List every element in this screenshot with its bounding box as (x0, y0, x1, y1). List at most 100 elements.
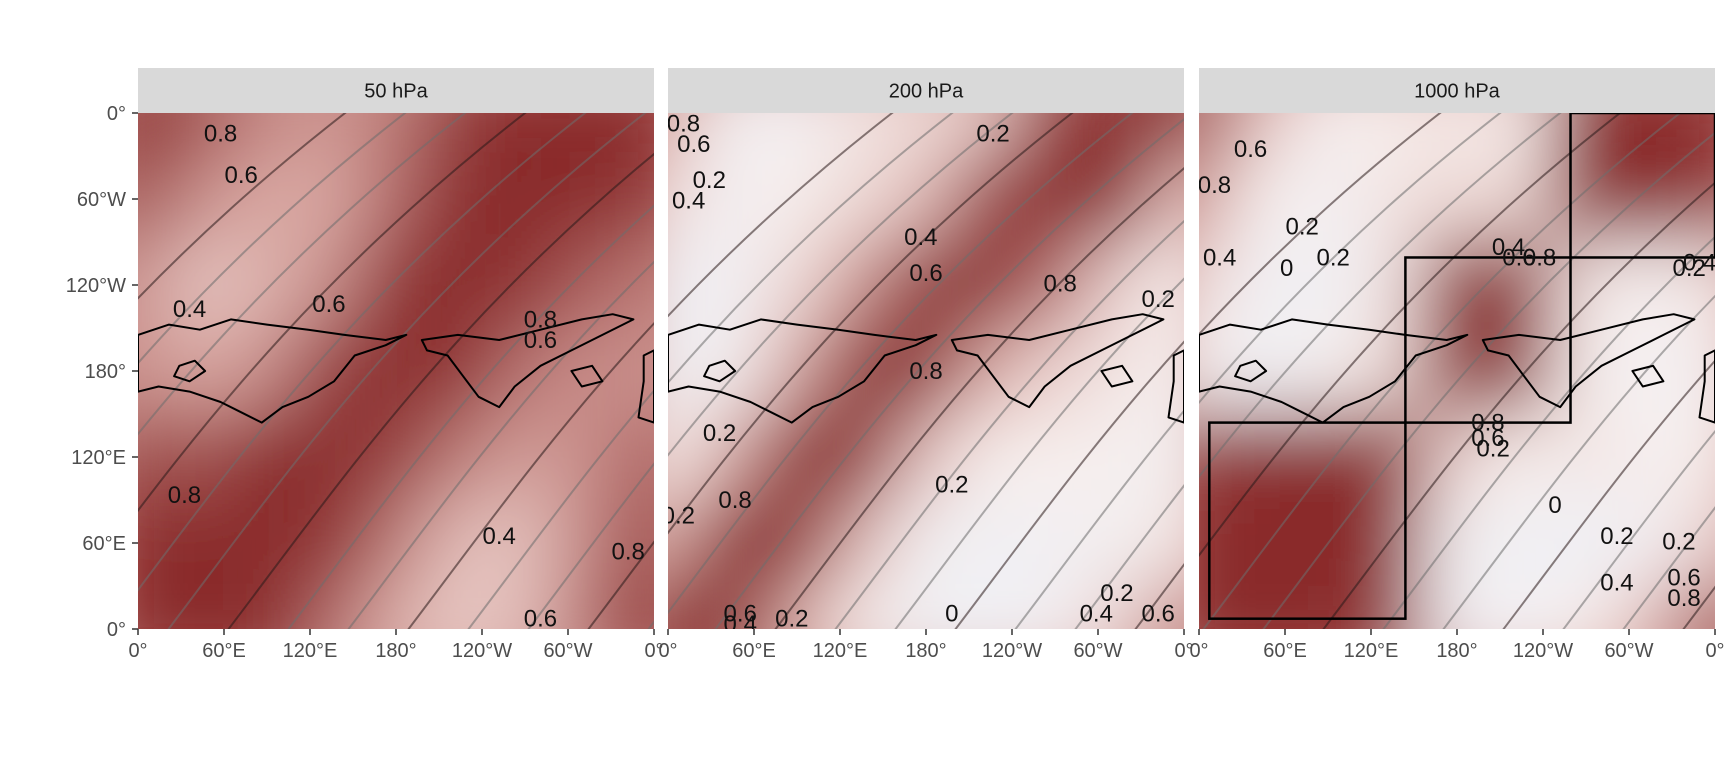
field-cell (297, 498, 366, 588)
field-cell (762, 113, 832, 158)
field-cell (1085, 154, 1154, 244)
field-cell (827, 412, 896, 502)
contour-line (1502, 359, 1715, 629)
contour-label: 0.6 (1667, 564, 1700, 591)
contour-label: 0.8 (524, 306, 557, 333)
contour-line (1199, 113, 1622, 557)
x-tick-label: 120°W (1513, 640, 1573, 662)
contour-line (1442, 294, 1715, 629)
field-cell (698, 326, 767, 416)
field-cell (1293, 412, 1363, 502)
field-cell (1487, 412, 1556, 502)
contour-line (714, 118, 1184, 629)
facet-strip (138, 68, 654, 113)
field-cell (232, 154, 302, 244)
contour-line (1199, 113, 1562, 479)
contour-line (138, 113, 407, 365)
contour-label: 0.2 (976, 121, 1009, 148)
field-cell (827, 240, 896, 330)
field-cell (555, 584, 624, 629)
field-cell (827, 498, 896, 588)
x-tick-label: 0° (1705, 640, 1724, 662)
contour-label: 0 (945, 601, 958, 628)
field-cell (1199, 584, 1234, 629)
contour-label: 0.6 (225, 162, 258, 189)
field-cell (698, 412, 767, 502)
y-tick-label: 60°E (82, 533, 126, 555)
contour-label: 0.2 (693, 167, 726, 194)
x-tick-label: 0° (644, 640, 663, 662)
field-cell (827, 584, 896, 629)
field-cell (891, 154, 961, 244)
field-cell (1199, 412, 1234, 502)
x-tick-label: 180° (375, 640, 416, 662)
contour-labels: 0.80.60.4 0.60.80.60.80.40.60.8 (168, 121, 645, 629)
contour-line (138, 113, 527, 512)
field-cell (1680, 498, 1715, 588)
coast-polygon (1167, 349, 1184, 424)
contour-label: 0.8 (909, 358, 942, 385)
x-axis: 0° 60°E 120°E 180° 120°W 60°W 0° (658, 629, 1194, 662)
contour-line (1322, 181, 1715, 629)
field-cell (361, 154, 431, 244)
contour-label: 0.8 (1667, 585, 1700, 612)
field-cell (956, 584, 1025, 629)
coast-polygon (1631, 364, 1665, 388)
contour-label: 0.2 (935, 472, 968, 499)
contour-label: 0 (1548, 492, 1561, 519)
field-cell (1358, 412, 1427, 502)
contour-line (668, 113, 954, 385)
field-cell (1680, 412, 1715, 502)
field-cell (1085, 326, 1154, 416)
contour-line (138, 113, 347, 300)
contour-label: 0.8 (718, 487, 751, 514)
coastline (668, 313, 1184, 424)
field: 0.80.60.20.20 0.20.4 0.40.60.8 0.40.20.80.6… (1199, 113, 1715, 629)
field-cell (1616, 154, 1685, 244)
x-tick-label: 180° (1436, 640, 1477, 662)
contour-line (834, 219, 1184, 629)
contour-label: 0.8 (612, 539, 645, 566)
field-cell (1422, 584, 1492, 629)
field-cell (1085, 412, 1154, 502)
contour-line (668, 113, 894, 318)
y-tick-label: 0° (107, 103, 126, 125)
contour-line (1682, 585, 1715, 629)
field-cell (1229, 240, 1298, 330)
field-cell (1293, 113, 1363, 158)
field-cell (232, 240, 302, 330)
field-cell (361, 584, 431, 629)
coast-polygon (1199, 318, 1469, 424)
contour-line (954, 340, 1184, 629)
field-cell (956, 113, 1025, 158)
contour-label: 0.2 (1600, 523, 1633, 550)
field-cell (1085, 113, 1154, 158)
x-tick-label: 0° (128, 640, 147, 662)
contour-lines (1199, 113, 1715, 629)
field-cell (297, 154, 366, 244)
field-cell (232, 584, 302, 629)
contour-lines (138, 113, 654, 629)
field-cell (1199, 498, 1234, 588)
field-cell (1616, 584, 1685, 629)
contour-line (167, 113, 647, 629)
field-cell (1551, 584, 1621, 629)
y-tick-label: 120°E (71, 447, 126, 469)
field-cell (555, 498, 624, 588)
contour-label: 0.6 (1142, 601, 1175, 628)
coast-polygon (1234, 359, 1268, 383)
field-cell (1487, 326, 1556, 416)
field-cell (891, 498, 961, 588)
contour-label: 0.2 (775, 606, 808, 633)
field-cell (891, 584, 961, 629)
field-cell (1358, 498, 1427, 588)
contour-line (1262, 131, 1715, 629)
contour-label: 0.6 (524, 327, 557, 354)
contour-label: 0.2 (1142, 286, 1175, 313)
x-tick-label: 0° (1189, 640, 1208, 662)
coast-polygon (703, 359, 737, 383)
field-cell (1293, 326, 1363, 416)
field-cell (168, 154, 237, 244)
